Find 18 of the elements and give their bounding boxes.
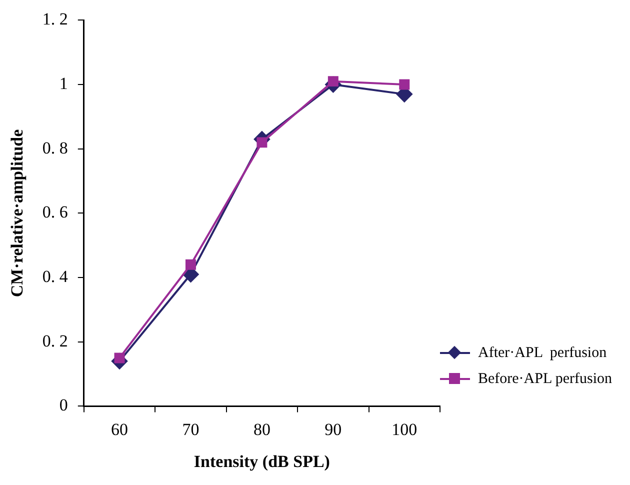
point: [185, 259, 196, 270]
x-tick-label: 100: [392, 420, 418, 439]
y-tick-label: 0. 2: [42, 331, 68, 350]
x-tick-label: 80: [253, 420, 270, 439]
legend-label: Before·APL perfusion: [478, 370, 612, 388]
x-tick-label: 60: [111, 420, 128, 439]
y-tick-label: 1: [59, 74, 68, 93]
point: [399, 79, 410, 90]
y-tick-label: 0. 4: [42, 267, 68, 286]
y-tick-label: 1. 2: [42, 10, 68, 29]
x-tick-label: 70: [182, 420, 200, 439]
y-tick-label: 0. 8: [42, 138, 68, 158]
legend-label: After·APL perfusion: [478, 344, 607, 362]
x-tick-label: 90: [324, 420, 342, 439]
x-axis-title: Intensity (dB SPL): [194, 452, 330, 472]
y-axis-title: CM·relative·amplitude: [8, 128, 27, 298]
y-tick-label: 0: [59, 396, 68, 415]
y-tick-label: 0. 6: [42, 202, 68, 222]
